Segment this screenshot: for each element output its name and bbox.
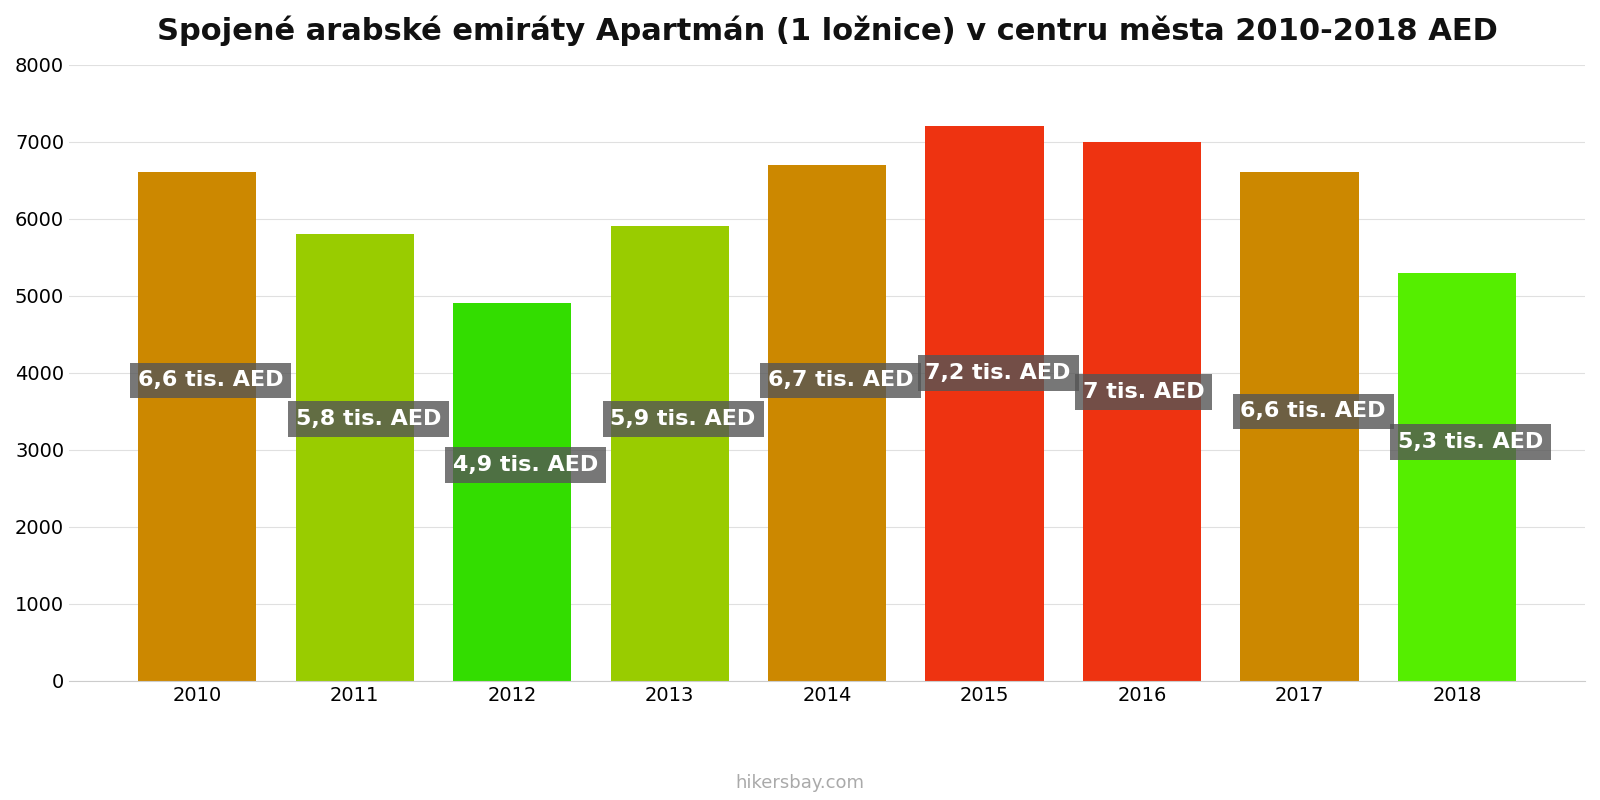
Text: 6,6 tis. AED: 6,6 tis. AED <box>1240 402 1386 422</box>
Text: 6,6 tis. AED: 6,6 tis. AED <box>138 370 283 390</box>
Text: 5,9 tis. AED: 5,9 tis. AED <box>611 409 755 429</box>
Text: hikersbay.com: hikersbay.com <box>736 774 864 792</box>
Bar <box>925 126 1043 681</box>
Text: 5,8 tis. AED: 5,8 tis. AED <box>296 409 442 429</box>
Bar <box>1398 273 1517 681</box>
Bar <box>1083 142 1202 681</box>
Bar <box>768 165 886 681</box>
Text: 7 tis. AED: 7 tis. AED <box>1083 382 1205 402</box>
Text: 5,3 tis. AED: 5,3 tis. AED <box>1398 432 1544 452</box>
Bar <box>453 303 571 681</box>
Bar <box>138 172 256 681</box>
Text: 6,7 tis. AED: 6,7 tis. AED <box>768 370 914 390</box>
Text: 7,2 tis. AED: 7,2 tis. AED <box>925 362 1070 382</box>
Bar <box>1240 172 1358 681</box>
Bar <box>296 234 414 681</box>
Title: Spojené arabské emiráty Apartmán (1 ložnice) v centru města 2010-2018 AED: Spojené arabské emiráty Apartmán (1 ložn… <box>157 15 1498 46</box>
Text: 4,9 tis. AED: 4,9 tis. AED <box>453 455 598 475</box>
Bar <box>611 226 728 681</box>
